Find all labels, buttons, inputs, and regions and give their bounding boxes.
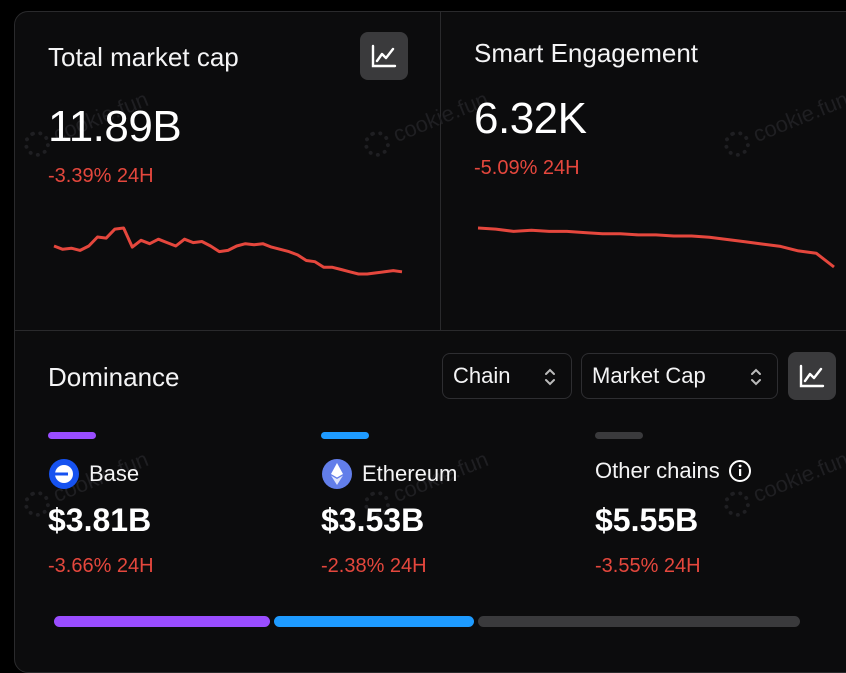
ethereum-name: Ethereum bbox=[362, 461, 458, 486]
info-icon[interactable] bbox=[728, 459, 752, 483]
chevron-up-down-icon bbox=[545, 368, 555, 386]
base-value: $3.81B bbox=[48, 502, 152, 538]
base-swatch bbox=[48, 432, 96, 439]
sparkline-path bbox=[477, 226, 835, 269]
engagement-sparkline bbox=[477, 226, 835, 269]
dominance-bar-ethereum bbox=[274, 616, 475, 627]
market-cap-change: -3.39% 24H bbox=[48, 165, 154, 187]
chevron-up-down-icon bbox=[751, 368, 761, 386]
metric-select[interactable]: Market Cap bbox=[581, 353, 778, 399]
engagement-change: -5.09% 24H bbox=[474, 157, 580, 179]
vertical-divider bbox=[440, 11, 441, 331]
engagement-title: Smart Engagement bbox=[474, 38, 699, 68]
base-change: -3.66% 24H bbox=[48, 555, 154, 577]
metric-select-value: Market Cap bbox=[592, 363, 706, 388]
market-cap-chart-button[interactable] bbox=[360, 32, 408, 80]
other-chains-swatch bbox=[595, 432, 643, 439]
horizontal-divider bbox=[15, 330, 846, 331]
dashboard-card bbox=[14, 11, 846, 673]
dominance-bar-base bbox=[54, 616, 271, 627]
engagement-value: 6.32K bbox=[474, 94, 587, 143]
ethereum-change: -2.38% 24H bbox=[321, 555, 427, 577]
line-chart-icon bbox=[371, 44, 397, 68]
other-chains-name: Other chains bbox=[595, 458, 720, 483]
other-chains-value: $5.55B bbox=[595, 502, 699, 538]
ethereum-logo-icon bbox=[322, 459, 352, 489]
ethereum-value: $3.53B bbox=[321, 502, 425, 538]
dominance-bar-other bbox=[478, 616, 800, 627]
chain-select[interactable]: Chain bbox=[442, 353, 572, 399]
ethereum-label: Ethereum bbox=[321, 458, 457, 490]
market-cap-sparkline bbox=[53, 226, 403, 276]
base-name: Base bbox=[89, 461, 140, 486]
market-cap-value: 11.89B bbox=[48, 102, 182, 151]
ethereum-swatch bbox=[321, 432, 369, 439]
sparkline-path bbox=[53, 226, 403, 276]
line-chart-icon bbox=[799, 364, 825, 388]
chain-select-value: Chain bbox=[453, 363, 511, 388]
other-chains-change: -3.55% 24H bbox=[595, 555, 701, 577]
base-label: Base bbox=[48, 458, 139, 490]
base-logo-icon bbox=[49, 459, 79, 489]
dominance-chart-button[interactable] bbox=[788, 352, 836, 400]
dominance-title: Dominance bbox=[48, 362, 180, 392]
market-cap-title: Total market cap bbox=[48, 42, 239, 72]
other-chains-label: Other chains bbox=[595, 458, 752, 484]
